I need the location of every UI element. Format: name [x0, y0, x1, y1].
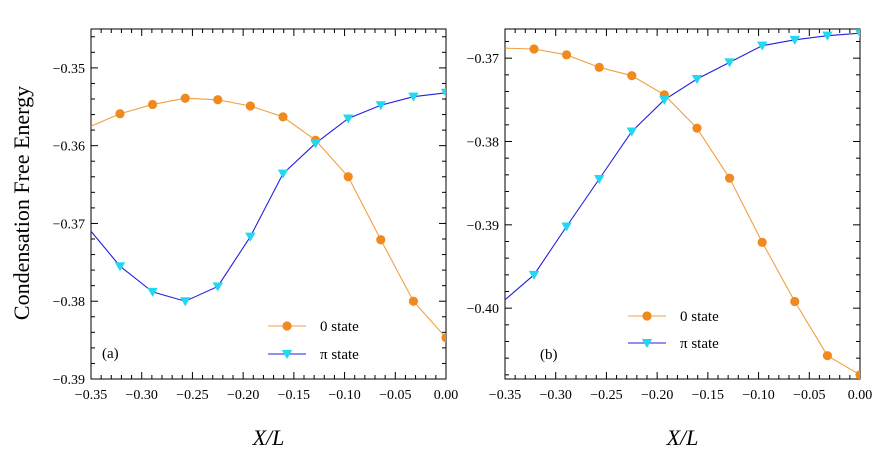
x-tick-label: −0.30 [126, 388, 158, 403]
legend-marker-pi-state [641, 339, 653, 348]
data-point-0-state [529, 44, 539, 54]
data-point-0-state [278, 112, 288, 122]
data-point-pi-state [691, 75, 703, 84]
x-tick-label: −0.25 [176, 388, 208, 403]
x-tick-label: 0.00 [848, 388, 873, 403]
data-point-pi-state [594, 175, 605, 184]
x-tick-label: −0.15 [692, 388, 724, 403]
y-tick-label: −0.39 [53, 373, 85, 388]
data-point-pi-state [114, 262, 126, 272]
panel-a: −0.35 −0.30 −0.25 −0.20 −0.15 −0.10 −0.05 0.00 −… [53, 28, 459, 450]
x-axis-label: X/L [666, 425, 699, 450]
plot-area [505, 29, 860, 379]
data-point-0-state [441, 333, 446, 343]
legend-label-pi-state: π state [320, 347, 359, 363]
data-point-pi-state [343, 114, 354, 124]
x-tick-label: −0.10 [328, 388, 360, 403]
data-point-0-state [115, 109, 125, 119]
series-line-pi-state [505, 32, 860, 301]
data-point-pi-state [440, 88, 446, 98]
data-point-pi-state [659, 95, 670, 105]
panel-tag: (a) [102, 346, 119, 362]
x-tick-label: 0.00 [434, 388, 459, 403]
x-tick-label: −0.15 [278, 388, 310, 403]
y-tick-label: −0.37 [53, 217, 85, 232]
series-line-0-state [91, 97, 446, 339]
data-point-pi-state [789, 35, 800, 45]
data-point-0-state [855, 370, 860, 379]
data-point-pi-state [822, 31, 833, 41]
y-tick-label: −0.35 [53, 62, 85, 77]
data-point-0-state [692, 123, 702, 133]
x-tick-label: −0.20 [227, 388, 259, 403]
data-point-0-state [822, 351, 833, 361]
x-tick-label: −0.05 [379, 388, 411, 403]
data-point-0-state [245, 101, 255, 111]
plot-area [91, 88, 446, 343]
data-point-0-state [408, 296, 419, 306]
legend: 0 state π state [268, 319, 359, 363]
data-point-0-state [561, 50, 572, 60]
legend-label-0-state: 0 state [680, 309, 719, 325]
data-point-0-state [627, 71, 637, 81]
data-point-pi-state [310, 139, 321, 149]
data-point-0-state [343, 172, 353, 182]
data-point-0-state [790, 296, 800, 307]
legend-marker-0-state [642, 311, 652, 321]
legend: 0 state π state [628, 309, 719, 352]
y-tick-label: −0.38 [53, 295, 85, 310]
series-line-0-state [505, 47, 860, 376]
data-point-pi-state [528, 270, 540, 280]
panel-tag: (b) [540, 347, 558, 363]
x-tick-label: −0.25 [590, 388, 622, 403]
data-point-pi-state [757, 41, 768, 51]
x-tick-label: −0.35 [489, 388, 521, 403]
data-point-pi-state [626, 127, 637, 137]
y-tick-label: −0.39 [467, 219, 499, 234]
data-point-pi-state [854, 29, 860, 39]
legend-label-0-state: 0 state [320, 319, 359, 335]
x-axis-label: X/L [252, 425, 285, 450]
legend-marker-0-state [282, 321, 292, 331]
data-point-pi-state [724, 58, 735, 68]
plot-frame [504, 28, 861, 380]
x-tick-label: −0.30 [540, 388, 572, 403]
data-point-pi-state [561, 222, 572, 232]
data-point-0-state [594, 62, 604, 72]
data-point-0-state [757, 237, 767, 247]
data-point-0-state [213, 95, 223, 105]
y-tick-label: −0.40 [467, 302, 499, 317]
data-point-pi-state [212, 282, 223, 292]
data-point-0-state [180, 93, 190, 103]
data-point-0-state [724, 173, 735, 183]
x-tick-label: −0.10 [742, 388, 774, 403]
series-line-pi-state [91, 92, 446, 302]
x-tick-label: −0.35 [75, 388, 107, 403]
legend-label-pi-state: π state [680, 336, 719, 352]
data-point-pi-state [147, 287, 158, 297]
data-point-pi-state [408, 92, 419, 102]
legend-marker-pi-state [281, 350, 293, 359]
x-tick-label: −0.05 [793, 388, 825, 403]
data-point-pi-state [180, 297, 191, 307]
y-axis-label: Condensation Free Energy [9, 86, 34, 320]
plot-frame [90, 28, 447, 380]
panel-b: −0.35 −0.30 −0.25 −0.20 −0.15 −0.10 −0.05 0.00 −… [467, 28, 873, 450]
data-point-pi-state [277, 169, 289, 179]
y-tick-label: −0.38 [467, 136, 499, 151]
data-point-pi-state [245, 232, 256, 242]
x-tick-label: −0.20 [641, 388, 673, 403]
data-point-0-state [147, 99, 158, 110]
data-point-pi-state [375, 101, 386, 111]
y-tick-label: −0.36 [53, 140, 85, 155]
data-point-0-state [376, 235, 386, 245]
y-tick-label: −0.37 [467, 52, 499, 67]
